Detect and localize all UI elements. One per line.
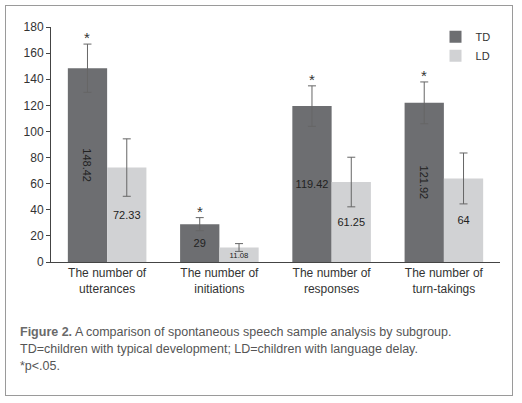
svg-text:61.25: 61.25 [338,216,366,228]
svg-text:119.42: 119.42 [296,178,329,190]
svg-text:160: 160 [24,46,44,60]
svg-text:64: 64 [457,214,469,226]
html-text:*p<.05.: *p<.05. [20,359,60,373]
svg-text:11.08: 11.08 [230,251,249,260]
svg-text:The number ofturn-takings: The number ofturn-takings [405,266,484,296]
svg-text:TD: TD [476,31,491,43]
svg-text:29: 29 [194,237,206,249]
svg-text:140: 140 [24,72,44,86]
svg-text:72.33: 72.33 [113,209,141,221]
svg-text:0: 0 [37,255,44,269]
svg-text:The number ofinitiations: The number ofinitiations [180,266,259,296]
svg-text:148.42: 148.42 [81,148,93,182]
svg-text:121.92: 121.92 [418,166,430,200]
svg-text:120: 120 [24,99,44,113]
svg-text:100: 100 [24,125,44,139]
svg-text:180: 180 [24,20,44,34]
html-text:TD=children with typical devel: TD=children with typical development; LD… [20,342,418,356]
svg-text:60: 60 [30,177,44,191]
svg-text:*: * [309,71,315,88]
svg-text:40: 40 [30,203,44,217]
svg-text:LD: LD [476,50,490,62]
svg-text:The number ofresponses: The number ofresponses [293,266,372,296]
svg-text:*: * [197,203,203,220]
svg-text:20: 20 [30,229,44,243]
svg-text:80: 80 [30,151,44,165]
html-text:Figure 2. A comparison of spon: Figure 2. A comparison of spontaneous sp… [20,325,452,339]
svg-text:*: * [84,29,90,46]
svg-text:The number ofutterances: The number ofutterances [68,266,147,296]
svg-text:*: * [421,67,427,84]
